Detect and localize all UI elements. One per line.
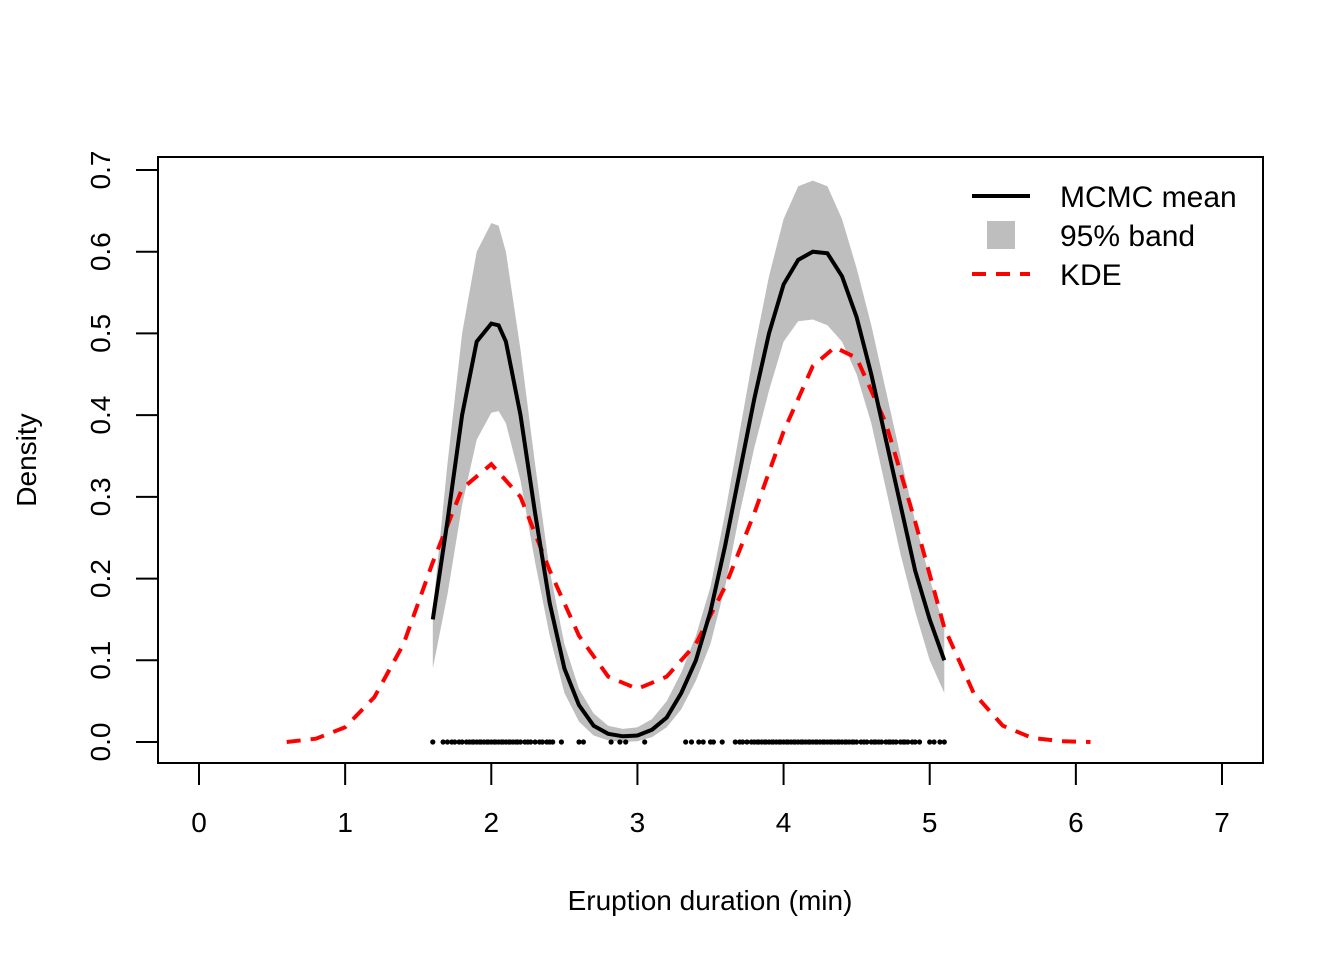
rug-point: [719, 739, 725, 745]
rug-point: [744, 739, 750, 745]
mean-layer: [430, 249, 947, 739]
rug-point: [927, 739, 933, 745]
x-tick-label: 2: [483, 807, 499, 838]
rug-point: [550, 739, 556, 745]
rug-point: [916, 739, 923, 745]
rug-point: [740, 739, 746, 745]
x-axis-title: Eruption duration (min): [568, 885, 853, 916]
rug-point: [430, 739, 436, 745]
mcmc-mean-line: [430, 249, 947, 739]
rug-point: [459, 739, 465, 745]
y-tick-label: 0.3: [85, 477, 116, 516]
rug-point: [623, 739, 629, 745]
band-layer: [432, 180, 945, 743]
rug-point: [683, 739, 689, 745]
legend-label-95-band: 95% band: [1060, 220, 1195, 253]
legend: MCMC mean 95% band KDE: [972, 181, 1237, 292]
rug-point: [700, 739, 706, 745]
rug-point: [941, 739, 947, 745]
x-tick-label: 0: [191, 807, 207, 838]
rug-point: [854, 739, 860, 745]
y-tick-label: 0.7: [85, 151, 116, 190]
rug-point: [696, 739, 702, 745]
rug-point: [528, 739, 534, 745]
rug-point: [617, 739, 623, 745]
rug-point: [539, 739, 546, 745]
y-tick-label: 0.6: [85, 232, 116, 271]
x-tick-label: 4: [776, 807, 792, 838]
kde-layer: [286, 344, 1091, 744]
y-tick-label: 0.4: [85, 396, 116, 435]
rug-layer: [430, 739, 947, 745]
y-tick-label: 0.5: [85, 314, 116, 353]
rug-point: [893, 739, 899, 745]
rug-point: [440, 739, 446, 745]
y-tick-label: 0.1: [85, 641, 116, 680]
rug-point: [444, 739, 450, 745]
x-axis: 0 1 2 3 4 5 6 7: [191, 762, 1230, 838]
rug-point: [864, 739, 870, 745]
rug-point: [576, 739, 582, 745]
rug-point: [532, 739, 538, 745]
legend-key-95-band: [987, 221, 1015, 249]
x-tick-label: 7: [1214, 807, 1230, 838]
y-tick-label: 0.0: [85, 723, 116, 762]
x-tick-label: 1: [337, 807, 353, 838]
rug-point: [580, 739, 587, 745]
y-tick-label: 0.2: [85, 559, 116, 598]
x-tick-label: 6: [1068, 807, 1084, 838]
rug-point: [642, 739, 648, 745]
x-tick-label: 3: [630, 807, 646, 838]
x-tick-label: 5: [922, 807, 938, 838]
rug-point: [905, 739, 911, 745]
rug-point: [608, 739, 614, 745]
kde-line: [286, 344, 1091, 744]
y-axis: 0.0 0.1 0.2 0.3 0.4 0.5 0.6 0.7: [85, 151, 159, 762]
legend-label-mcmc-mean: MCMC mean: [1060, 181, 1237, 214]
band-area: [432, 180, 945, 743]
rug-point: [937, 739, 943, 745]
rug-point: [931, 739, 937, 745]
legend-label-kde: KDE: [1060, 259, 1122, 292]
rug-point: [558, 739, 565, 745]
rug-point: [517, 739, 524, 745]
rug-point: [710, 739, 717, 745]
rug-point: [878, 739, 885, 745]
rug-point: [452, 739, 458, 745]
rug-point: [732, 739, 738, 745]
rug-point: [688, 739, 695, 745]
y-axis-title: Density: [11, 413, 42, 506]
rug-point: [912, 739, 918, 745]
